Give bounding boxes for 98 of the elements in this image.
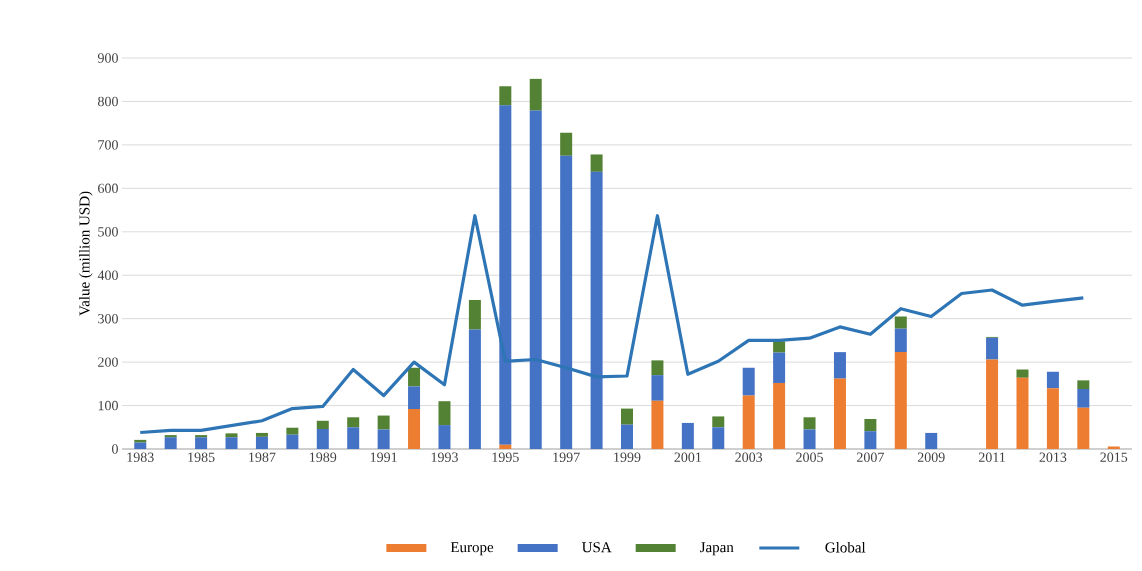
bar	[438, 401, 451, 426]
bar	[225, 433, 238, 438]
legend-label: Global	[825, 541, 866, 553]
x-tick-label: 2015	[1100, 452, 1128, 462]
x-tick-label: 1999	[614, 452, 641, 462]
bar	[377, 415, 390, 430]
bar	[894, 316, 907, 329]
bar	[560, 155, 573, 449]
bar	[712, 416, 725, 428]
bar	[408, 386, 421, 410]
legend-label: USA	[581, 542, 612, 553]
bar	[499, 86, 512, 106]
bar	[408, 367, 421, 387]
y-tick-label: 0	[112, 444, 118, 454]
y-tick-label: 900	[97, 53, 118, 63]
bar	[529, 78, 542, 111]
bar	[1046, 388, 1059, 449]
bar	[347, 427, 360, 449]
bar	[833, 378, 846, 449]
bar	[255, 436, 268, 449]
bar	[986, 337, 999, 360]
y-tick-label: 700	[98, 140, 118, 150]
bar	[560, 132, 573, 156]
bar	[529, 110, 542, 449]
x-tick-label: 1993	[431, 452, 458, 462]
y-tick-label: 300	[98, 313, 118, 324]
bar	[438, 425, 451, 449]
legend-label: Europe	[450, 542, 494, 556]
bar	[1077, 389, 1090, 408]
x-tick-label: 1991	[370, 452, 397, 462]
x-tick-label: 1983	[127, 452, 154, 462]
bar	[195, 437, 208, 449]
bar	[499, 444, 512, 449]
y-tick-label: 600	[98, 183, 118, 194]
x-tick-label: 1989	[310, 452, 337, 462]
bar	[1046, 371, 1059, 389]
bar	[1107, 446, 1120, 449]
y-tick-label: 500	[98, 227, 118, 237]
legend-label: Japan	[699, 542, 734, 556]
bar	[468, 299, 481, 330]
x-tick-label: 2001	[674, 452, 702, 462]
y-tick-label: 800	[98, 96, 118, 107]
x-tick-label: 1985	[188, 452, 215, 462]
bar	[833, 352, 846, 379]
bar	[225, 437, 238, 449]
bar	[590, 154, 603, 172]
y-tick-label: 400	[97, 270, 118, 280]
bar	[164, 435, 177, 438]
bar	[134, 442, 147, 449]
bar	[864, 431, 877, 449]
bar	[621, 408, 633, 425]
x-tick-label: 2009	[917, 452, 945, 462]
bar	[712, 427, 725, 449]
bar	[894, 352, 907, 449]
bar	[621, 424, 633, 449]
bar	[1016, 377, 1029, 449]
bar	[316, 420, 329, 430]
bar	[864, 419, 877, 432]
bar	[773, 352, 786, 383]
y-tick-label: 200	[98, 357, 118, 367]
bar	[681, 422, 694, 449]
x-tick-label: 1995	[492, 452, 519, 462]
bar	[468, 329, 481, 449]
bar	[803, 417, 816, 430]
bar	[894, 328, 907, 353]
bar	[651, 375, 664, 401]
bar	[803, 429, 816, 449]
bar	[1077, 380, 1090, 390]
bar	[347, 417, 360, 428]
x-tick-label: 1997	[553, 452, 580, 462]
bar	[986, 359, 999, 449]
bar	[590, 171, 603, 449]
bar	[925, 432, 938, 449]
bar	[773, 382, 786, 449]
bar	[651, 400, 664, 449]
bar	[286, 434, 299, 449]
x-tick-label: 2005	[796, 452, 823, 462]
bar	[773, 341, 786, 353]
x-tick-label: 2003	[735, 452, 763, 462]
bar	[408, 409, 421, 449]
bar	[1077, 407, 1090, 449]
bar	[651, 360, 664, 376]
bar	[255, 432, 268, 437]
bar	[1016, 369, 1029, 378]
bar	[499, 105, 512, 445]
y-tick-label: 100	[98, 400, 118, 411]
bar	[742, 367, 755, 396]
bar	[164, 437, 177, 449]
x-tick-label: 2013	[1039, 452, 1067, 462]
bar	[742, 395, 755, 449]
x-tick-label: 2011	[978, 452, 1005, 462]
bar	[286, 427, 299, 435]
x-tick-label: 2007	[856, 452, 884, 462]
x-tick-label: 1987	[249, 452, 276, 462]
y-axis-title: Value (million USD)	[79, 191, 93, 316]
bar	[316, 429, 329, 449]
bar	[195, 435, 208, 438]
bar	[377, 429, 390, 449]
